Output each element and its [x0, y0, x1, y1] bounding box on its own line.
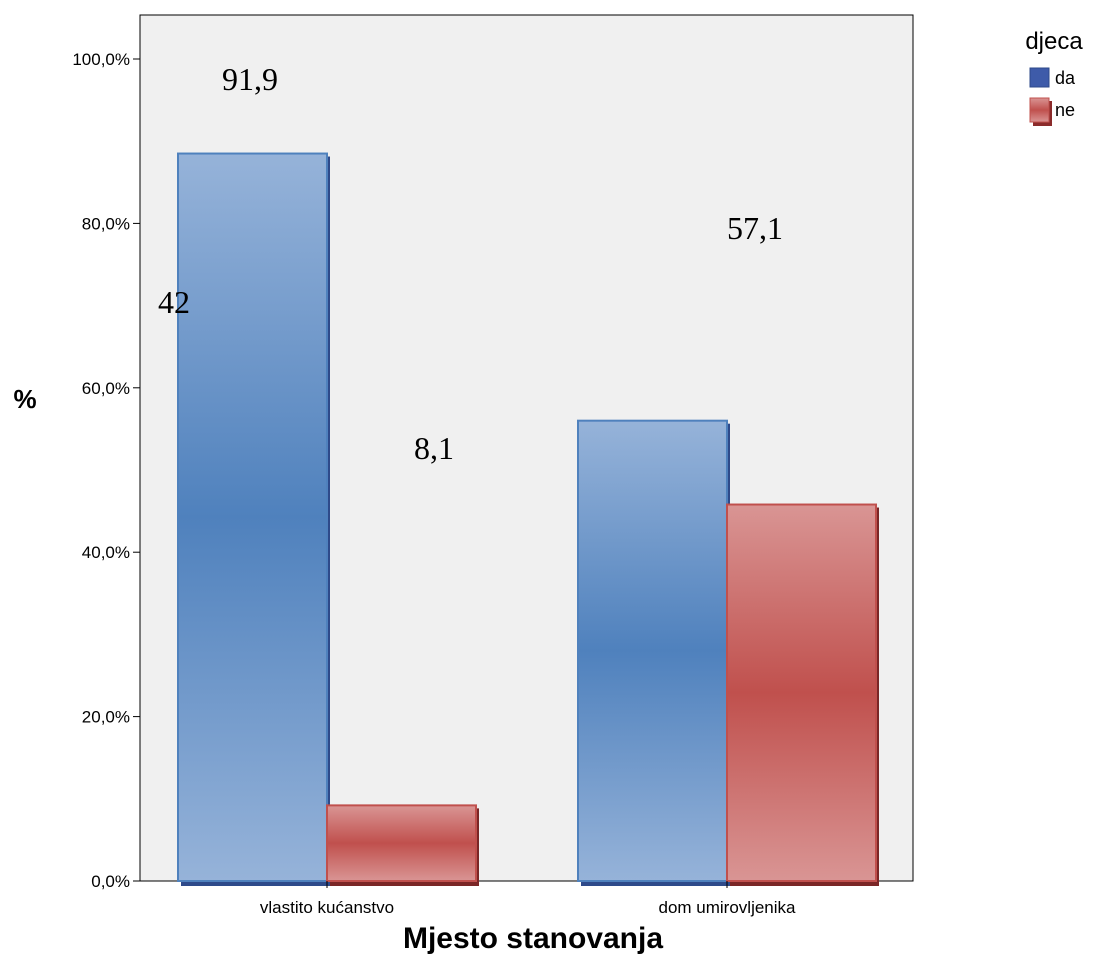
- x-tick-label: vlastito kućanstvo: [260, 898, 394, 917]
- annotation-label: 91,9: [222, 61, 278, 97]
- legend-label-ne: ne: [1055, 100, 1075, 120]
- annotation-label: 57,1: [727, 210, 783, 246]
- y-tick-label: 100,0%: [72, 50, 130, 69]
- legend-swatch-ne: [1029, 97, 1050, 123]
- x-tick-label: dom umirovljenika: [659, 898, 797, 917]
- legend-label-da: da: [1055, 68, 1076, 88]
- legend: djeca da ne: [1025, 28, 1083, 126]
- y-tick-label: 40,0%: [82, 543, 130, 562]
- x-axis-title: Mjesto stanovanja: [403, 922, 663, 955]
- y-tick-label: 80,0%: [82, 214, 130, 233]
- x-axis: vlastito kućanstvo dom umirovljenika: [260, 881, 796, 917]
- bar-ne-dom-umirovljenika: [726, 503, 877, 882]
- annotation-label: 42: [158, 284, 190, 320]
- y-tick-label: 60,0%: [82, 379, 130, 398]
- y-tick-label: 20,0%: [82, 708, 130, 727]
- bars: [177, 152, 879, 886]
- y-tick-label: 0,0%: [91, 872, 130, 891]
- bar-da-dom-umirovljenika: [577, 419, 728, 882]
- y-axis-title: %: [13, 384, 36, 414]
- bar-da-vlastito-kucanstvo: [177, 152, 328, 882]
- annotation-label: 8,1: [414, 430, 454, 466]
- legend-swatch-da: [1029, 67, 1050, 88]
- y-axis: 0,0% 20,0% 40,0% 60,0% 80,0% 100,0%: [72, 50, 140, 891]
- bar-ne-vlastito-kucanstvo: [326, 804, 477, 882]
- legend-title: djeca: [1025, 28, 1083, 55]
